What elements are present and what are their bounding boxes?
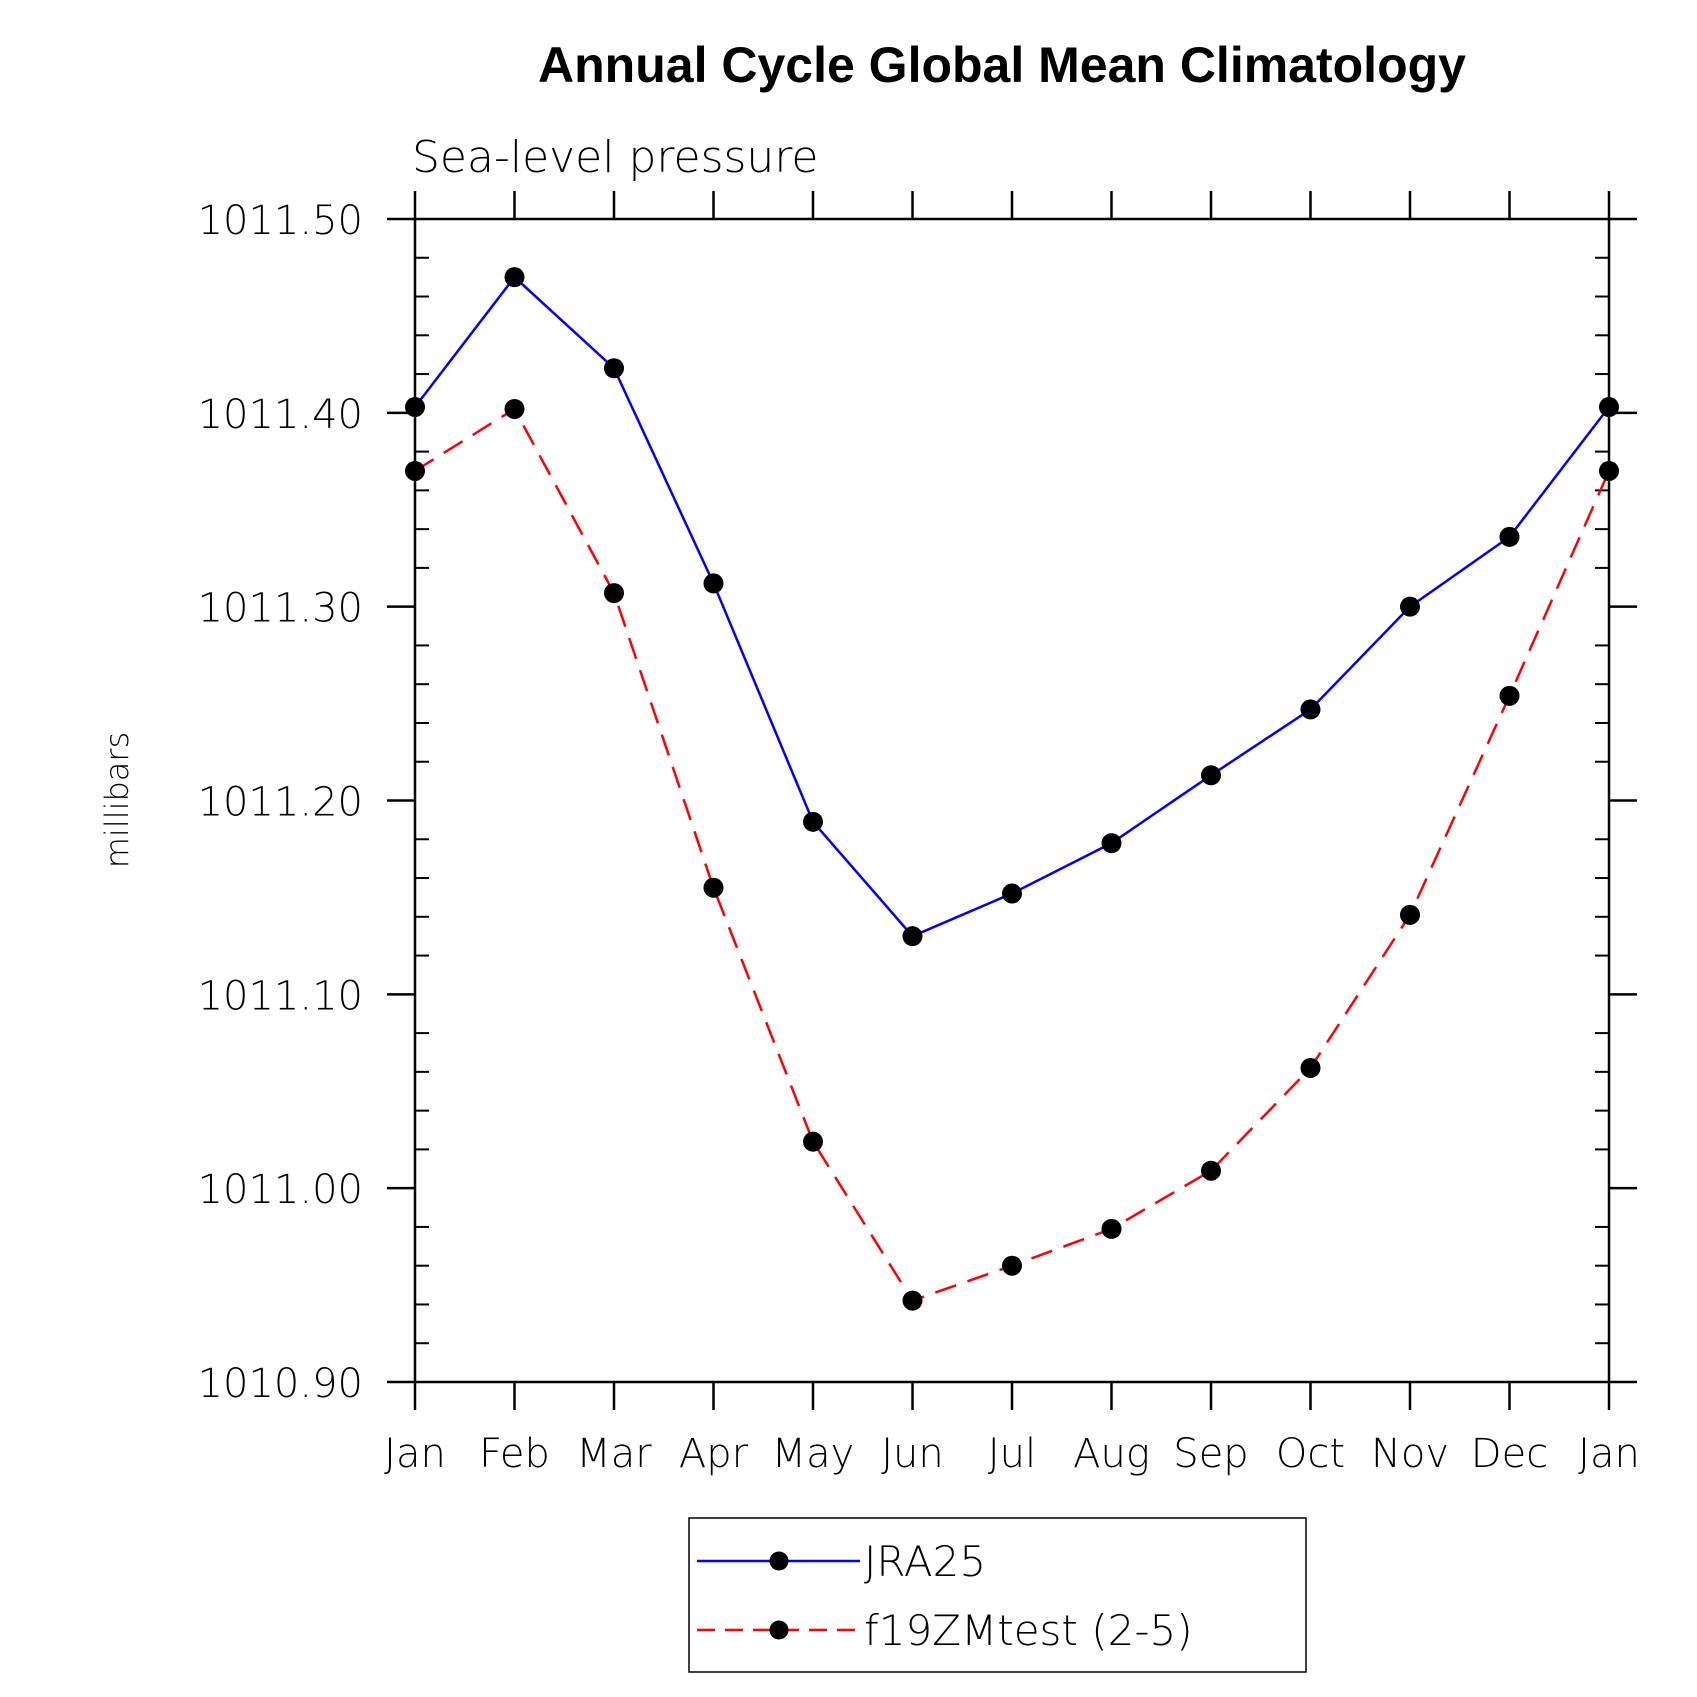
y-tick-labels: 1011.50 1011.40 1011.30 1011.20 1011.10 1011.…: [198, 198, 363, 1407]
chart-subtitle: Sea-level pressure: [412, 132, 819, 183]
series-0-point: [1300, 699, 1321, 720]
x-tick-label: Jan: [384, 1431, 446, 1477]
axis-ticks: [387, 191, 1637, 1410]
series-0-point: [803, 811, 823, 832]
x-tick-label: May: [772, 1431, 855, 1477]
series-1-point: [1201, 1160, 1221, 1181]
x-tick-label: Nov: [1371, 1431, 1449, 1477]
y-tick-label: 1011.10: [198, 973, 363, 1019]
series-1-point: [504, 398, 525, 419]
legend: JRA25 f19ZMtest (2-5): [688, 1517, 1307, 1673]
y-tick-label: 1010.90: [198, 1361, 363, 1407]
x-tick-label: Apr: [679, 1431, 749, 1477]
series-1-point: [1499, 685, 1520, 706]
series-1-point: [1599, 460, 1619, 481]
series-0-point: [902, 926, 923, 947]
series-line-1: [414, 407, 1611, 1303]
series-1-point: [703, 877, 724, 898]
legend-marker-f19zmtest: [769, 1620, 789, 1640]
series-1-point: [405, 460, 425, 481]
series-0-point: [1599, 397, 1619, 418]
series-1-point: [1300, 1057, 1321, 1078]
y-tick-label: 1011.20: [198, 780, 363, 826]
series-line-0: [414, 275, 1610, 938]
x-tick-label: Feb: [479, 1431, 550, 1477]
legend-label-f19zmtest: f19ZMtest (2-5): [864, 1606, 1193, 1655]
y-axis-label: millibars: [98, 732, 136, 868]
series-1-point: [1400, 904, 1420, 925]
x-tick-label: Dec: [1471, 1431, 1548, 1477]
series-1-point: [604, 583, 624, 604]
series-0-point: [604, 358, 624, 379]
y-tick-label: 1011.00: [198, 1167, 363, 1213]
y-tick-label: 1011.40: [198, 392, 363, 438]
x-tick-label: Jan: [1578, 1431, 1640, 1477]
chart-title: Annual Cycle Global Mean Climatology: [538, 37, 1466, 93]
legend-box: [688, 1517, 1307, 1673]
y-tick-label: 1011.30: [198, 586, 363, 632]
series-0-point: [1201, 765, 1221, 786]
series-0-point: [1002, 883, 1022, 904]
x-tick-label: Oct: [1276, 1431, 1345, 1477]
y-tick-label: 1011.50: [198, 198, 363, 244]
series-1-point: [902, 1290, 923, 1311]
series-1-point: [1002, 1255, 1022, 1276]
x-tick-label: Aug: [1073, 1431, 1150, 1477]
plot-frame: [413, 217, 1611, 1384]
x-tick-label: Jun: [881, 1431, 944, 1477]
x-tick-label: Jul: [988, 1431, 1036, 1477]
legend-marker-jra25: [769, 1551, 789, 1571]
x-tick-labels: Jan Feb Mar Apr May Jun Jul Aug Sep Oct Nov Dec Jan: [384, 1431, 1640, 1477]
series-0-point: [703, 573, 724, 594]
series-0-point: [1101, 833, 1122, 854]
x-tick-label: Sep: [1173, 1431, 1248, 1477]
series-1-point: [1101, 1218, 1122, 1239]
legend-label-jra25: JRA25: [864, 1537, 986, 1586]
series-0-point: [1499, 526, 1520, 547]
series-0-point: [1400, 596, 1420, 617]
x-tick-label: Mar: [576, 1431, 652, 1477]
series-1-point: [803, 1131, 823, 1152]
series-0-point: [405, 397, 425, 418]
series-0-point: [504, 267, 525, 288]
data-series: [405, 267, 1619, 1311]
